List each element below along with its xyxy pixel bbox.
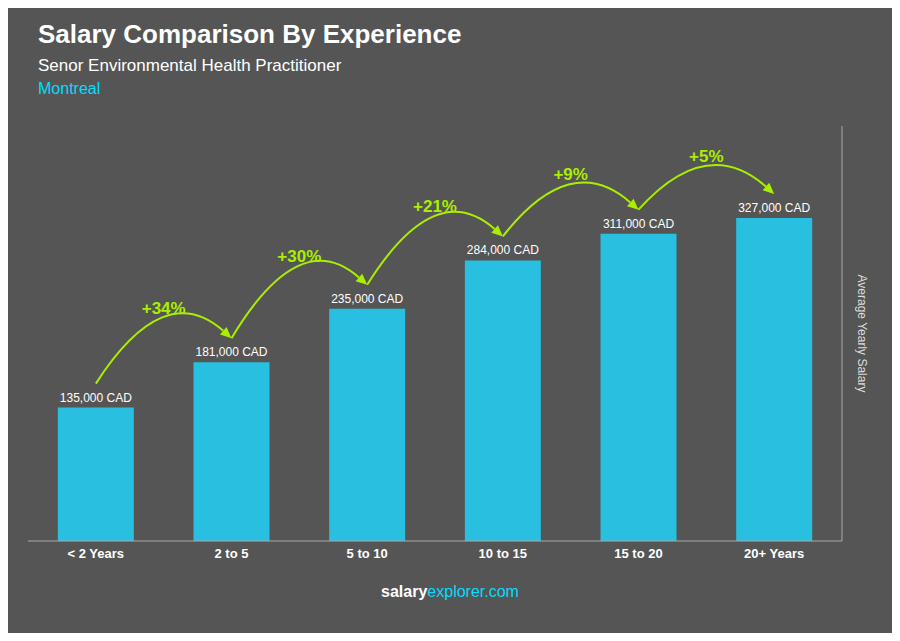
html-text:Montreal: Montreal bbox=[38, 80, 101, 97]
svg-text:+34%: +34% bbox=[142, 299, 186, 318]
svg-text:284,000 CAD: 284,000 CAD bbox=[467, 243, 539, 257]
svg-text:10 to 15: 10 to 15 bbox=[479, 546, 527, 561]
svg-text:5 to 10: 5 to 10 bbox=[347, 546, 388, 561]
svg-text:+21%: +21% bbox=[413, 197, 457, 216]
svg-text:Average Yearly Salary: Average Yearly Salary bbox=[855, 275, 869, 393]
svg-text:2 to 5: 2 to 5 bbox=[215, 546, 249, 561]
svg-text:235,000 CAD: 235,000 CAD bbox=[331, 292, 403, 306]
svg-text:181,000 CAD: 181,000 CAD bbox=[195, 345, 267, 359]
svg-text:< 2 Years: < 2 Years bbox=[68, 546, 125, 561]
svg-text:+5%: +5% bbox=[689, 147, 724, 166]
svg-text:+9%: +9% bbox=[553, 165, 588, 184]
svg-text:327,000 CAD: 327,000 CAD bbox=[738, 201, 810, 215]
svg-text:15 to 20: 15 to 20 bbox=[614, 546, 662, 561]
svg-text:20+ Years: 20+ Years bbox=[744, 546, 804, 561]
svg-text:135,000 CAD: 135,000 CAD bbox=[60, 391, 132, 405]
svg-text:+30%: +30% bbox=[277, 247, 321, 266]
html-text:Salary Comparison By Experienc: Salary Comparison By Experience bbox=[38, 19, 462, 49]
html-text:salary explorer.com: salary explorer.com bbox=[381, 583, 519, 600]
html-text:Senor Environmental Health Pra: Senor Environmental Health Practitioner bbox=[38, 56, 342, 75]
svg-text:311,000 CAD: 311,000 CAD bbox=[603, 217, 674, 231]
